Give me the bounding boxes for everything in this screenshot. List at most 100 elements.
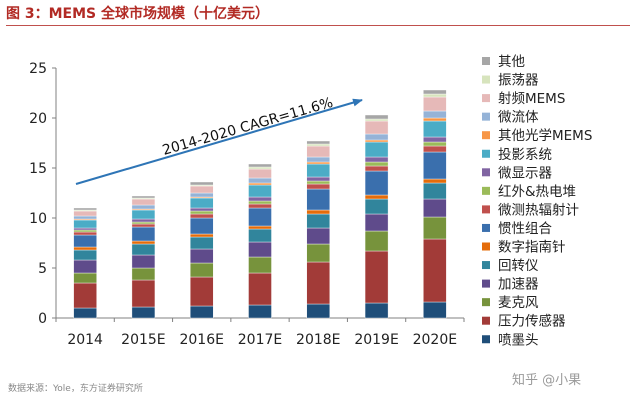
- bar-segment: [423, 93, 447, 98]
- bar-segment: [423, 151, 447, 180]
- bar-segment: [190, 236, 214, 250]
- legend-label: 微流体: [498, 110, 539, 126]
- x-tick-label: 2020E: [413, 332, 457, 348]
- bar-segment: [423, 182, 447, 200]
- bar-segment: [248, 272, 272, 306]
- bar-segment: [364, 198, 389, 215]
- bar-segment: [73, 272, 97, 284]
- legend-label: 振荡器: [498, 73, 539, 89]
- bar-segment: [73, 219, 97, 229]
- bar-segment: [131, 226, 156, 242]
- bar-segment: [423, 238, 447, 303]
- bar-segment: [248, 203, 272, 209]
- legend-label: 回转仪: [498, 258, 539, 274]
- legend-label: 压力传感器: [498, 313, 566, 330]
- legend-swatch: [482, 186, 490, 195]
- bar-segment: [423, 141, 447, 147]
- bar-segment: [306, 213, 330, 229]
- legend-label: 加速器: [498, 277, 539, 293]
- bar-segment: [364, 250, 389, 304]
- legend-swatch: [482, 335, 490, 344]
- bar-segment: [423, 145, 447, 153]
- bar-segment: [190, 233, 214, 238]
- legend-label: 惯性组合: [498, 220, 552, 237]
- legend-label: 其他光学MEMS: [498, 128, 592, 144]
- bar-segment: [306, 143, 330, 147]
- bar-segment: [73, 207, 97, 211]
- y-tick-label: 0: [38, 311, 47, 327]
- bar-segment: [73, 307, 97, 319]
- bar-segment: [248, 182, 272, 186]
- bar-segment: [364, 118, 389, 122]
- bar-segment: [248, 256, 272, 274]
- bar-segment: [364, 156, 389, 163]
- bar-segment: [306, 227, 330, 245]
- bar-segment: [248, 241, 272, 258]
- bar-segment: [364, 161, 389, 167]
- bar-segment: [306, 261, 330, 305]
- y-tick-label: 15: [29, 161, 47, 177]
- bar-segment: [131, 243, 156, 256]
- bar-segment: [423, 117, 447, 122]
- bar-segment: [73, 246, 97, 251]
- bar-segment: [131, 240, 156, 245]
- bars: [73, 89, 447, 319]
- bar-segment: [364, 194, 389, 200]
- bar-segment: [364, 139, 389, 143]
- bar-segment: [306, 161, 330, 165]
- legend-swatch: [482, 168, 490, 177]
- bar-segment: [364, 302, 389, 319]
- bar-segment: [248, 200, 272, 205]
- legend-label: 射频MEMS: [498, 91, 565, 107]
- legend-swatch: [482, 57, 490, 65]
- watermark: 知乎 @小果: [512, 373, 582, 388]
- bar-segment: [73, 215, 97, 220]
- bar-segment: [364, 213, 389, 232]
- bar-segment: [131, 218, 156, 223]
- bar-segment: [306, 183, 330, 190]
- bar-segment: [306, 188, 330, 211]
- bar-segment: [190, 197, 214, 209]
- source-note: 数据来源：Yole，东方证券研究所: [8, 384, 143, 394]
- x-tick-label: 2014: [67, 332, 103, 348]
- bar-segment: [190, 192, 214, 198]
- bar-segment: [190, 207, 214, 212]
- bar-segment: [364, 114, 389, 120]
- y-tick-label: 5: [38, 261, 47, 277]
- bar-segment: [423, 136, 447, 143]
- bar-segment: [73, 229, 97, 233]
- x-tick-label: 2018E: [296, 332, 340, 348]
- legend-swatch: [482, 316, 490, 325]
- bar-segment: [248, 166, 272, 170]
- legend-swatch: [482, 131, 490, 140]
- y-tick-label: 25: [29, 61, 47, 77]
- bar-segment: [190, 185, 214, 194]
- bar-segment: [364, 170, 389, 196]
- bar-segment: [306, 303, 330, 319]
- legend-label: 喷墨头: [498, 332, 539, 348]
- bar-segment: [306, 140, 330, 145]
- bar-segment: [131, 254, 156, 269]
- figure-title: 图 3：MEMS 全球市场规模（十亿美元）: [6, 6, 269, 22]
- bar-segment: [248, 304, 272, 319]
- legend-swatch: [482, 298, 490, 307]
- bar-segment: [364, 141, 389, 158]
- y-tick-label: 20: [29, 111, 47, 127]
- bar-segment: [248, 207, 272, 227]
- bar-segment: [73, 210, 97, 217]
- bar-segment: [73, 231, 97, 236]
- bar-segment: [131, 267, 156, 281]
- bar-segment: [190, 181, 214, 186]
- legend-swatch: [482, 149, 490, 158]
- x-tick-label: 2019E: [354, 332, 398, 348]
- bar-segment: [73, 234, 97, 248]
- bar-segment: [190, 305, 214, 319]
- bar-segment: [364, 133, 389, 141]
- bar-segment: [131, 279, 156, 308]
- bar-segment: [423, 96, 447, 112]
- bar-segment: [131, 198, 156, 206]
- y-tick-label: 10: [29, 211, 47, 227]
- bar-segment: [190, 262, 214, 278]
- title-divider: [6, 25, 630, 26]
